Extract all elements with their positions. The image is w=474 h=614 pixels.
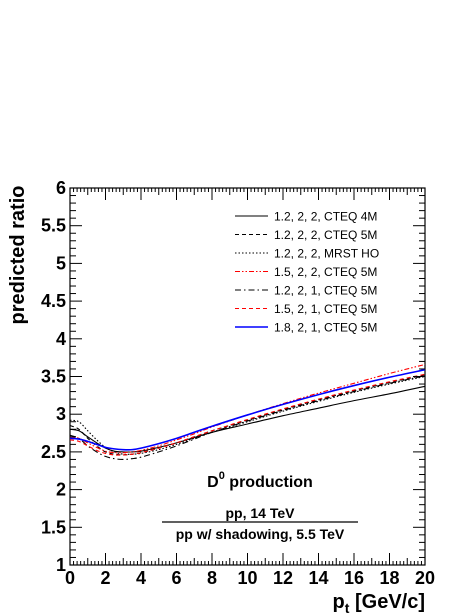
x-tick-label: 16 xyxy=(344,568,364,588)
y-tick-label: 3 xyxy=(56,404,66,424)
x-tick-label: 8 xyxy=(207,568,217,588)
annotation-production: D0 production xyxy=(207,470,313,491)
x-tick-label: 18 xyxy=(379,568,399,588)
annotation-production-superscript: 0 xyxy=(219,470,225,482)
legend-entry-label: 1.2, 2, 2, MRST HO xyxy=(274,247,379,261)
y-axis-title: predicted ratio xyxy=(7,186,29,325)
legend-entry-label: 1.5, 2, 1, CTEQ 5M xyxy=(274,302,377,316)
x-tick-label: 14 xyxy=(308,568,328,588)
y-tick-label: 4.5 xyxy=(41,291,66,311)
series-line-6 xyxy=(69,373,426,456)
y-tick-label: 4 xyxy=(56,329,66,349)
annotation-production-text: production xyxy=(225,474,313,491)
x-tick-label: 0 xyxy=(65,568,75,588)
legend-entry-label: 1.2, 2, 2, CTEQ 4M xyxy=(274,210,377,224)
annotation-ratio-denominator: pp w/ shadowing, 5.5 TeV xyxy=(176,526,345,542)
series-line-4 xyxy=(69,363,426,454)
series-line-5 xyxy=(69,375,426,460)
legend-entry-label: 1.8, 2, 1, CTEQ 5M xyxy=(274,321,377,335)
y-tick-label: 5.5 xyxy=(41,216,66,236)
x-axis-title-main: p xyxy=(333,591,345,613)
legend-entry-label: 1.2, 2, 2, CTEQ 5M xyxy=(274,228,377,242)
y-tick-label: 6 xyxy=(56,178,66,198)
x-axis-title-units: [GeV/c] xyxy=(349,591,425,613)
y-tick-label: 2.5 xyxy=(41,442,66,462)
axis-ticks: 0 2 4 6 8 10 12 14 16 18 20 1 1.5 2 2.5 3 3.5 4 4.5 5 5.5 6 xyxy=(41,178,435,588)
x-axis-title: pt [GeV/c] xyxy=(333,591,425,614)
x-tick-label: 2 xyxy=(100,568,110,588)
series-line-7 xyxy=(69,368,426,451)
y-tick-label: 5 xyxy=(56,253,66,273)
annotation-ratio-numerator: pp, 14 TeV xyxy=(226,505,296,521)
series-line-1 xyxy=(69,385,426,453)
y-tick-label: 1.5 xyxy=(41,517,66,537)
x-tick-label: 4 xyxy=(136,568,146,588)
x-tick-label: 12 xyxy=(273,568,293,588)
y-tick-label: 2 xyxy=(56,480,66,500)
x-tick-label: 20 xyxy=(415,568,435,588)
curves xyxy=(69,363,426,460)
legend-entry-label: 1.5, 2, 2, CTEQ 5M xyxy=(274,265,377,279)
legend: 1.2, 2, 2, CTEQ 4M 1.2, 2, 2, CTEQ 5M 1.2,… xyxy=(235,210,379,335)
y-tick-label: 3.5 xyxy=(41,367,66,387)
legend-entry-label: 1.2, 2, 1, CTEQ 5M xyxy=(274,284,377,298)
y-tick-label: 1 xyxy=(56,555,66,575)
x-tick-label: 6 xyxy=(171,568,181,588)
x-axis-title-subscript: t xyxy=(345,600,350,614)
annotation-production-particle: D xyxy=(207,474,219,491)
x-tick-label: 10 xyxy=(237,568,257,588)
